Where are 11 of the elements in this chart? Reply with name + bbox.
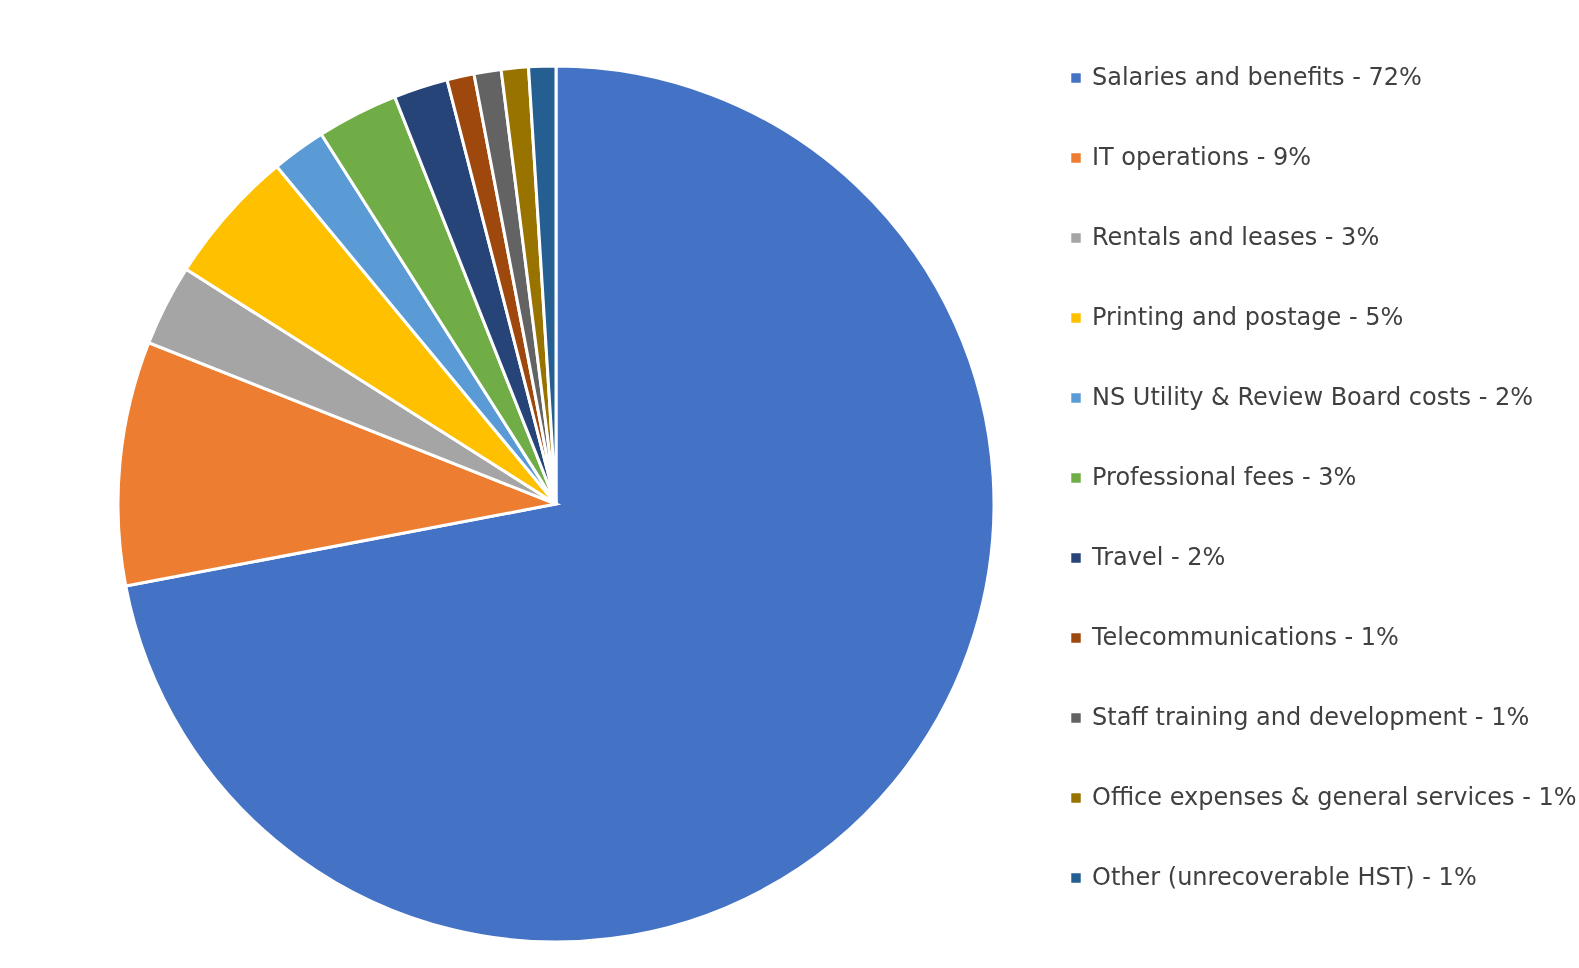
legend-label: Salaries and benefits - 72%: [1092, 63, 1422, 91]
legend-label: Professional fees - 3%: [1092, 463, 1357, 491]
legend-label: Rentals and leases - 3%: [1092, 223, 1380, 251]
legend-label: Telecommunications - 1%: [1091, 623, 1399, 651]
legend-label: Travel - 2%: [1091, 543, 1226, 571]
legend-label: Other (unrecoverable HST) - 1%: [1092, 863, 1477, 891]
legend-label: IT operations - 9%: [1092, 143, 1312, 171]
legend-label: Printing and postage - 5%: [1092, 303, 1404, 331]
legend-label: Office expenses & general services - 1%: [1092, 783, 1577, 811]
legend-label: NS Utility & Review Board costs - 2%: [1092, 383, 1534, 411]
legend-label: Staff training and development - 1%: [1092, 703, 1530, 731]
